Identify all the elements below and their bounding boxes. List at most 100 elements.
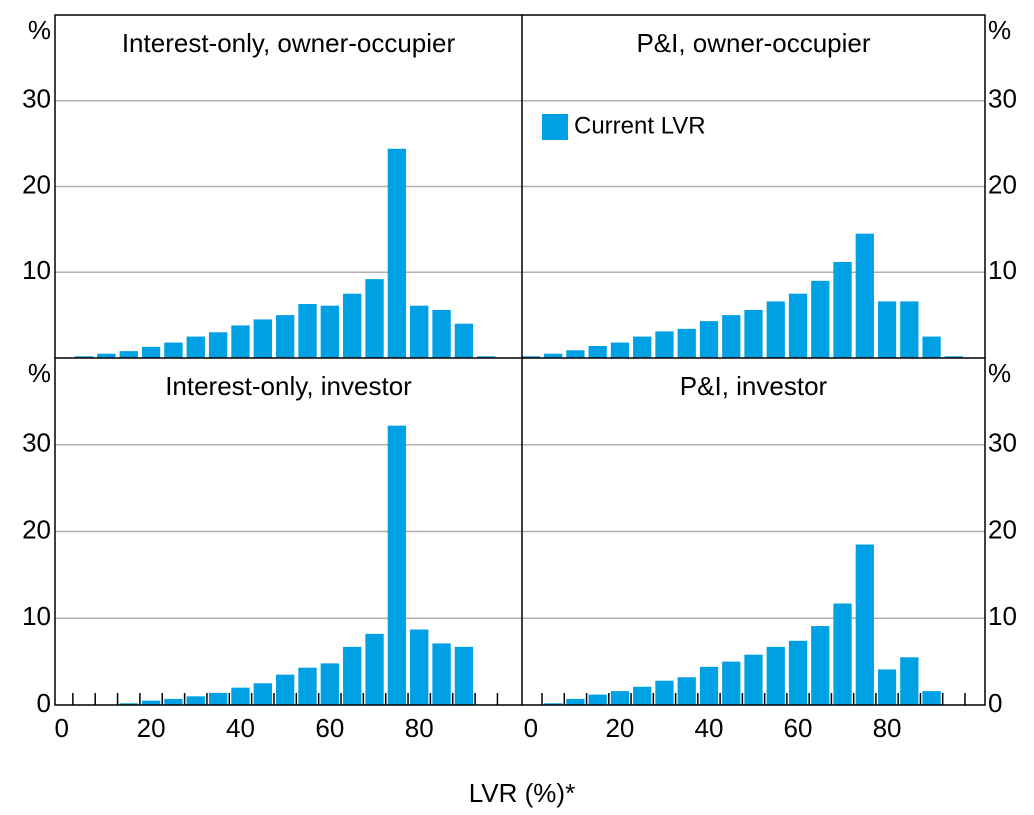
y-tick-label: 20 <box>22 169 51 199</box>
bar <box>833 261 852 358</box>
bar <box>633 336 652 358</box>
panel-title: Interest-only, investor <box>165 371 412 401</box>
bar <box>877 669 897 705</box>
y-tick-label: 10 <box>988 255 1017 285</box>
y-tick-label: 30 <box>988 428 1017 458</box>
bar <box>275 315 295 358</box>
y-tick-label: 10 <box>988 601 1017 631</box>
bar <box>722 661 741 705</box>
bar <box>566 350 585 358</box>
bar <box>432 309 451 358</box>
bar <box>655 680 674 705</box>
bar <box>275 674 295 705</box>
bar <box>164 698 183 705</box>
bar <box>699 666 719 705</box>
bar <box>900 301 919 358</box>
bar <box>922 691 941 705</box>
y-tick-label: 30 <box>22 84 51 114</box>
bar <box>343 293 362 358</box>
bar <box>208 692 228 705</box>
bar <box>677 677 696 705</box>
bar <box>253 319 272 358</box>
bar <box>387 148 407 358</box>
bar <box>119 351 138 358</box>
bar <box>141 700 161 705</box>
bar <box>677 328 696 358</box>
x-tick-label: 40 <box>695 713 724 743</box>
x-tick-label: 0 <box>54 713 68 743</box>
bar <box>253 683 272 705</box>
bar <box>231 325 250 358</box>
bar <box>298 303 317 358</box>
bar <box>811 280 830 358</box>
bar <box>320 305 340 358</box>
bar <box>97 353 116 358</box>
bar <box>655 331 674 358</box>
panel-title: Interest-only, owner-occupier <box>122 28 456 58</box>
y-tick-label: 10 <box>22 601 51 631</box>
y-tick-label: 20 <box>988 169 1017 199</box>
bar <box>231 687 250 705</box>
bar <box>141 346 161 358</box>
frame <box>54 14 986 706</box>
bar <box>788 640 808 705</box>
x-axis-label: LVR (%)* <box>469 778 575 808</box>
panel-title: P&I, owner-occupier <box>636 28 870 58</box>
x-tick-label: 60 <box>315 713 344 743</box>
bar <box>544 353 563 358</box>
bar <box>855 233 874 358</box>
bar <box>766 646 785 705</box>
bar <box>544 703 563 705</box>
bar <box>833 603 852 705</box>
bar <box>610 342 630 358</box>
bar <box>119 703 138 705</box>
bar <box>477 356 496 358</box>
x-tick-label: 0 <box>524 713 538 743</box>
bar <box>74 356 94 358</box>
y-axis-unit: % <box>28 358 51 388</box>
bar <box>588 345 607 358</box>
legend-swatch <box>542 114 568 140</box>
x-tick-label: 40 <box>226 713 255 743</box>
bar <box>365 279 384 358</box>
y-axis-unit: % <box>988 358 1011 388</box>
bar <box>164 342 183 358</box>
bar <box>788 293 808 358</box>
y-tick-label: 10 <box>22 255 51 285</box>
bar <box>365 633 384 705</box>
panel-title: P&I, investor <box>680 371 828 401</box>
y-tick-label: 30 <box>22 428 51 458</box>
bar <box>343 646 362 705</box>
bar <box>186 696 205 705</box>
bar <box>633 686 652 705</box>
bar <box>766 301 785 358</box>
y-axis-unit: % <box>28 15 51 45</box>
bar <box>320 663 340 705</box>
bar <box>588 694 607 705</box>
bar <box>410 629 429 705</box>
bar <box>521 356 541 358</box>
x-tick-label: 80 <box>873 713 902 743</box>
bar <box>855 544 874 705</box>
x-tick-label: 80 <box>405 713 434 743</box>
bar <box>900 657 919 705</box>
x-tick-label: 20 <box>605 713 634 743</box>
bar <box>454 323 474 358</box>
bar <box>744 654 763 705</box>
y-axis-unit: % <box>988 15 1011 45</box>
bar <box>944 356 963 358</box>
legend-label: Current LVR <box>574 112 706 139</box>
bar <box>387 425 407 705</box>
bar <box>208 332 228 358</box>
bar <box>432 643 451 705</box>
bar <box>699 321 719 358</box>
bar <box>410 305 429 358</box>
bar <box>186 336 205 358</box>
y-tick-label: 20 <box>22 514 51 544</box>
bar <box>298 667 317 705</box>
bar <box>722 315 741 358</box>
bar <box>610 691 630 705</box>
bar <box>811 626 830 705</box>
bar <box>454 646 474 705</box>
